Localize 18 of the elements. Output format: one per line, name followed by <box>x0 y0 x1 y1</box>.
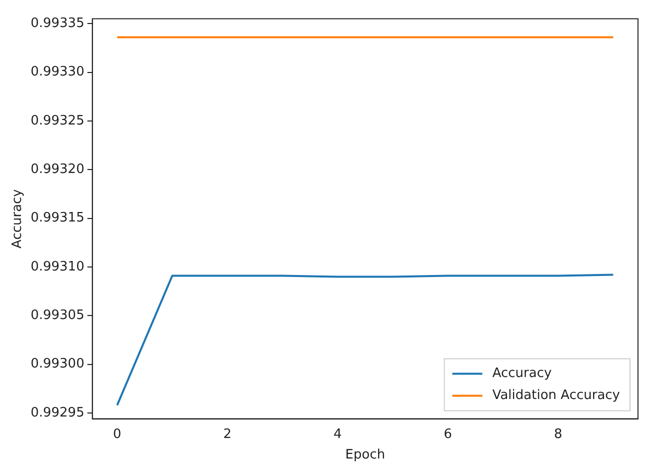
y-tick-label: 0.99330 <box>30 64 84 80</box>
x-axis-title: Epoch <box>345 448 386 463</box>
y-tick-label: 0.99300 <box>30 356 84 372</box>
y-tick-label: 0.99305 <box>30 308 84 324</box>
x-tick-label: 6 <box>444 426 452 442</box>
y-tick-label: 0.99315 <box>30 210 84 226</box>
y-tick-label: 0.99295 <box>30 405 84 420</box>
x-tick-label: 2 <box>223 426 232 442</box>
y-tick-label: 0.99310 <box>30 259 84 274</box>
legend-label: Validation Accuracy <box>492 388 620 404</box>
legend-label: Accuracy <box>492 366 552 382</box>
y-axis-title: Accuracy <box>10 188 26 248</box>
y-tick-label: 0.99320 <box>30 162 84 178</box>
x-tick-label: 0 <box>113 426 122 442</box>
y-tick-label: 0.99325 <box>30 113 84 128</box>
x-tick-label: 4 <box>333 426 342 442</box>
x-tick-label: 8 <box>554 426 562 442</box>
y-tick-label: 0.99335 <box>30 16 84 32</box>
